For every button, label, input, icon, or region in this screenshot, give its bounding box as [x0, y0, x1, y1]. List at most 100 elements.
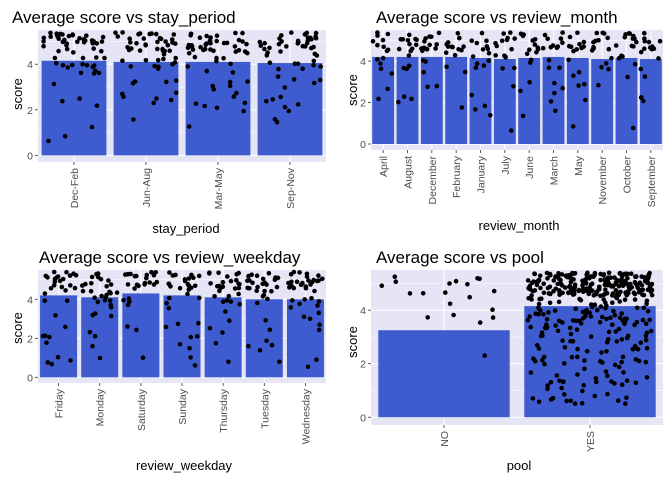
- data-point: [623, 401, 628, 407]
- data-point: [231, 94, 237, 99]
- data-point: [525, 317, 531, 323]
- x-tick-label: May: [573, 155, 585, 176]
- data-point: [312, 288, 317, 294]
- data-point: [636, 289, 642, 295]
- data-point: [108, 304, 114, 310]
- data-point: [568, 331, 574, 337]
- data-point: [155, 57, 161, 63]
- data-point: [493, 40, 498, 46]
- data-point: [511, 84, 516, 89]
- data-point: [640, 317, 646, 323]
- data-point: [533, 311, 538, 317]
- bar-april: [372, 56, 395, 145]
- data-point: [614, 339, 620, 344]
- data-point: [97, 355, 103, 361]
- data-point: [524, 51, 530, 57]
- x-axis-title: review_month: [479, 218, 560, 233]
- data-point: [620, 318, 625, 323]
- data-point: [166, 281, 172, 287]
- data-point: [406, 53, 412, 58]
- data-point: [211, 87, 216, 92]
- data-point: [583, 97, 588, 103]
- data-point: [208, 47, 213, 52]
- data-point: [65, 65, 71, 70]
- panel-title: Average score vs stay_period: [12, 8, 236, 27]
- data-point: [631, 44, 636, 49]
- data-point: [316, 299, 322, 304]
- data-point: [207, 271, 212, 276]
- data-point: [542, 32, 548, 38]
- data-point: [546, 57, 552, 63]
- data-point: [588, 302, 594, 307]
- data-point: [562, 392, 567, 397]
- y-tick-label: 4: [360, 305, 366, 317]
- data-point: [177, 285, 183, 291]
- data-point: [467, 294, 473, 300]
- data-point: [575, 354, 580, 360]
- data-point: [108, 282, 114, 287]
- data-point: [266, 271, 272, 276]
- data-point: [405, 38, 411, 43]
- data-point: [227, 83, 233, 89]
- data-point: [164, 79, 169, 85]
- data-point: [233, 49, 239, 54]
- data-point: [154, 31, 159, 37]
- data-point: [254, 300, 260, 306]
- data-point: [634, 319, 640, 325]
- bar-thursday: [204, 297, 242, 378]
- data-point: [482, 353, 488, 358]
- data-point: [137, 48, 143, 53]
- data-point: [628, 271, 634, 277]
- data-point: [90, 64, 96, 70]
- data-point: [396, 46, 402, 52]
- data-point: [303, 284, 309, 289]
- data-point: [593, 38, 598, 44]
- data-point: [109, 313, 114, 319]
- data-point: [188, 334, 194, 340]
- data-point: [158, 36, 164, 42]
- data-point: [560, 30, 565, 35]
- data-point: [227, 79, 233, 85]
- data-point: [40, 333, 46, 339]
- data-point: [586, 291, 592, 297]
- data-point: [465, 282, 470, 287]
- data-point: [509, 128, 514, 133]
- data-point: [216, 270, 221, 276]
- data-point: [234, 90, 239, 96]
- data-point: [155, 46, 160, 52]
- data-point: [226, 293, 232, 299]
- data-point: [616, 283, 622, 289]
- data-point: [136, 32, 141, 37]
- data-point: [657, 38, 663, 44]
- data-point: [527, 47, 532, 52]
- data-point: [290, 298, 295, 303]
- data-point: [520, 113, 526, 119]
- data-point: [462, 69, 468, 75]
- data-point: [288, 272, 294, 277]
- data-point: [186, 124, 192, 129]
- y-tick-label: 0: [360, 139, 366, 151]
- data-point: [603, 306, 608, 311]
- data-point: [645, 276, 651, 281]
- data-point: [380, 37, 386, 43]
- data-point: [278, 94, 284, 100]
- data-point: [545, 386, 550, 392]
- data-point: [389, 71, 395, 76]
- data-point: [560, 40, 565, 45]
- data-point: [291, 285, 297, 291]
- data-point: [257, 39, 263, 45]
- data-point: [314, 53, 320, 58]
- data-point: [624, 335, 630, 341]
- data-point: [605, 278, 610, 284]
- data-point: [423, 59, 429, 64]
- data-point: [236, 285, 242, 291]
- data-point: [558, 36, 564, 41]
- data-point: [240, 39, 245, 44]
- data-point: [604, 339, 610, 345]
- data-point: [481, 63, 487, 68]
- data-point: [610, 300, 615, 306]
- data-point: [562, 361, 567, 366]
- data-point: [605, 35, 610, 41]
- data-point: [220, 299, 226, 305]
- data-point: [490, 315, 496, 320]
